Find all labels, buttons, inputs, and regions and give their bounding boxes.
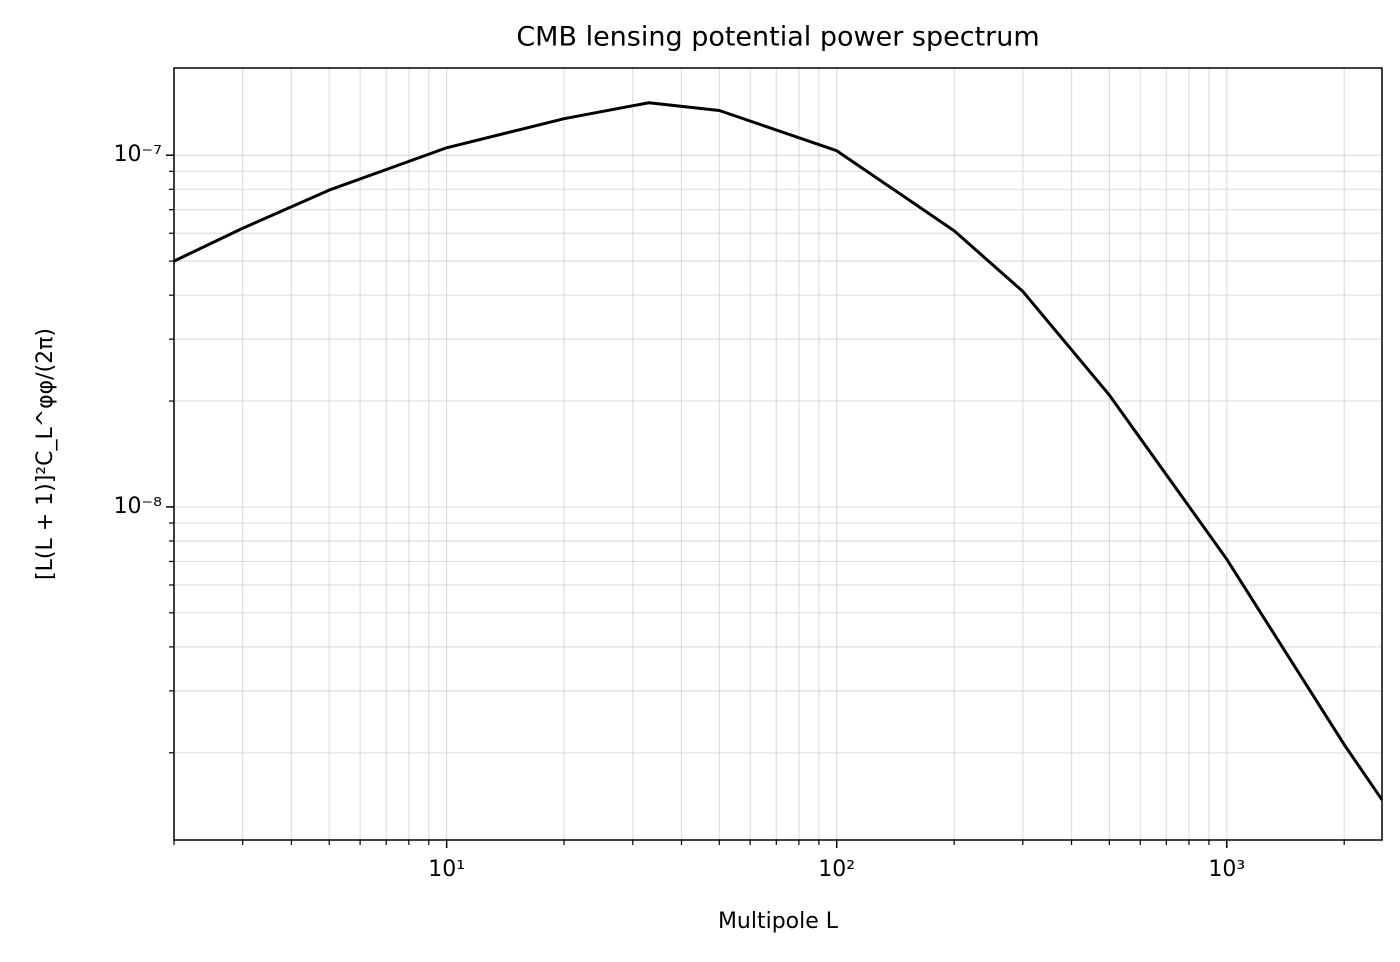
y-tick-label: 10⁻⁸	[114, 494, 163, 519]
x-tick-label: 10²	[818, 857, 855, 882]
chart-title: CMB lensing potential power spectrum	[516, 22, 1039, 53]
x-axis-label: Multipole L	[718, 909, 839, 934]
y-axis-label: [L(L + 1)]²C_L^φφ/(2π)	[33, 328, 58, 580]
plot-frame	[173, 67, 1383, 841]
data-line	[173, 101, 1384, 801]
x-tick-label: 10¹	[428, 857, 465, 882]
y-tick-label: 10⁻⁷	[114, 142, 162, 167]
x-tick-label: 10³	[1208, 857, 1245, 882]
